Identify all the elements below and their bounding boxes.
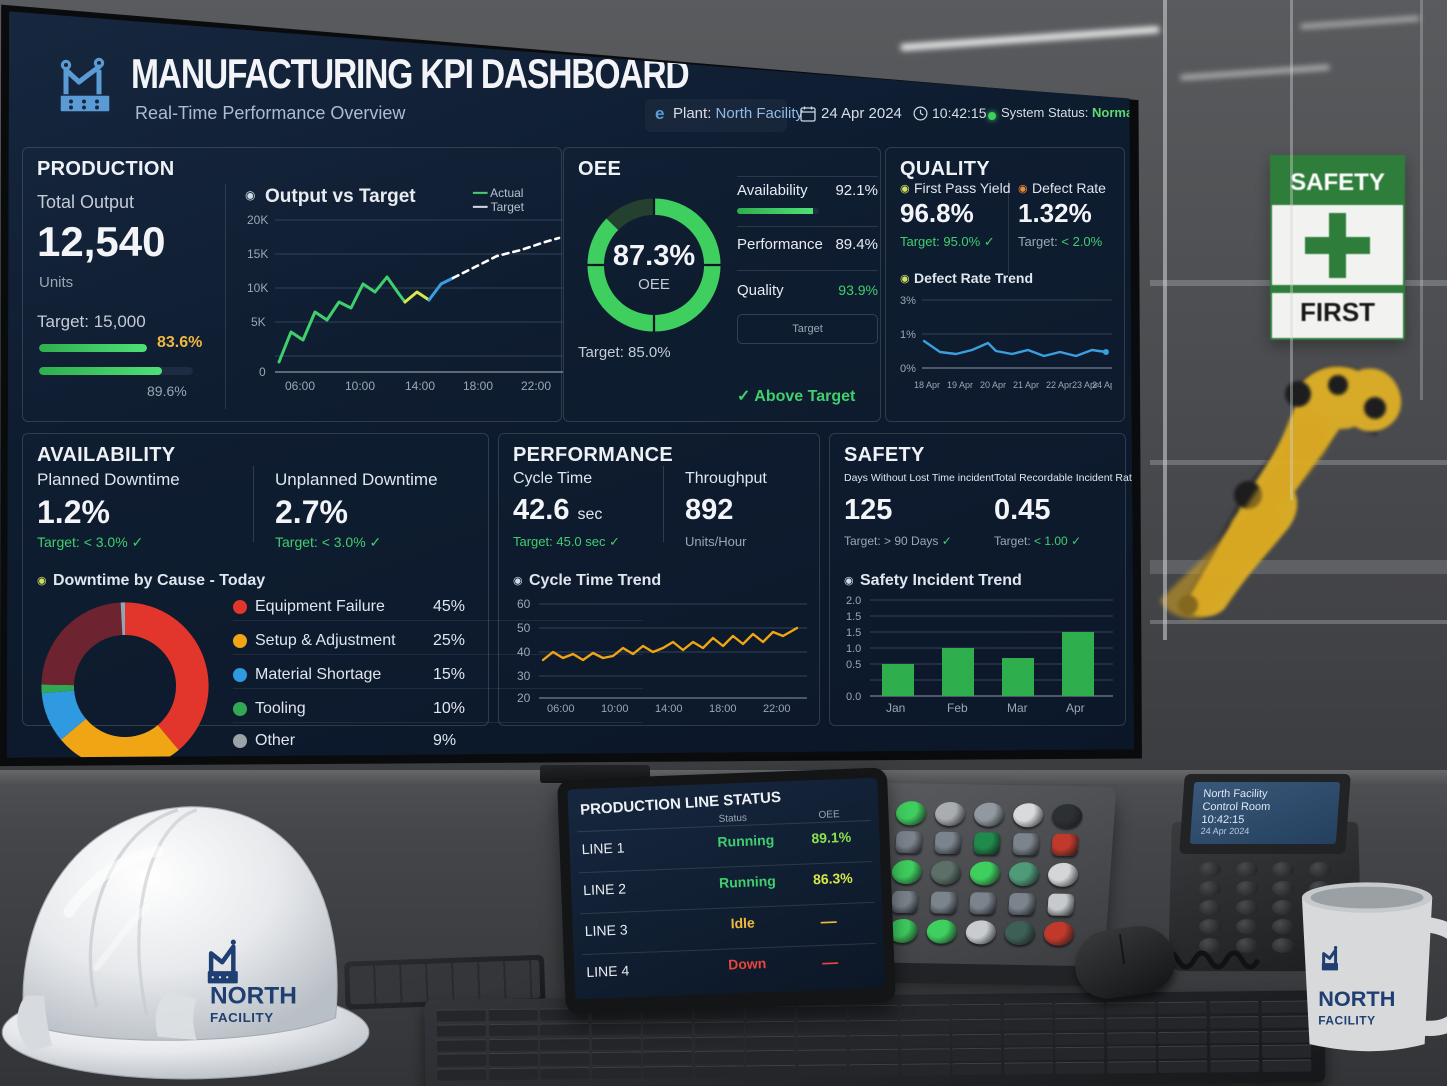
svg-text:18 Apr: 18 Apr bbox=[914, 380, 940, 390]
svg-text:FACILITY: FACILITY bbox=[210, 1010, 274, 1025]
svg-text:30: 30 bbox=[517, 669, 531, 683]
svg-text:22:00: 22:00 bbox=[521, 379, 551, 393]
svg-text:Apr: Apr bbox=[1066, 701, 1085, 715]
svg-text:1%: 1% bbox=[900, 329, 916, 341]
svg-text:Mar: Mar bbox=[1007, 701, 1028, 715]
svg-text:20 Apr: 20 Apr bbox=[980, 380, 1006, 390]
svg-text:14:00: 14:00 bbox=[405, 379, 435, 393]
svg-text:10:00: 10:00 bbox=[601, 703, 629, 715]
svg-text:14:00: 14:00 bbox=[655, 703, 683, 715]
svg-text:3%: 3% bbox=[900, 295, 916, 307]
svg-text:Jan: Jan bbox=[886, 701, 905, 715]
svg-text:18:00: 18:00 bbox=[709, 703, 737, 715]
svg-text:24 Apr: 24 Apr bbox=[1092, 380, 1112, 390]
svg-text:NORTH: NORTH bbox=[210, 982, 297, 1009]
svg-text:50: 50 bbox=[517, 621, 531, 635]
svg-text:06:00: 06:00 bbox=[547, 703, 575, 715]
svg-text:18:00: 18:00 bbox=[463, 379, 493, 393]
svg-text:NORTH: NORTH bbox=[1318, 986, 1395, 1011]
svg-text:20: 20 bbox=[517, 691, 531, 705]
svg-text:1.5: 1.5 bbox=[846, 611, 861, 623]
svg-text:15K: 15K bbox=[247, 247, 268, 261]
svg-text:60: 60 bbox=[517, 598, 531, 611]
svg-text:10:00: 10:00 bbox=[345, 379, 375, 393]
svg-text:21 Apr: 21 Apr bbox=[1013, 380, 1039, 390]
svg-text:0.5: 0.5 bbox=[846, 659, 861, 671]
svg-text:20K: 20K bbox=[247, 213, 268, 227]
svg-text:1.0: 1.0 bbox=[846, 643, 861, 655]
svg-text:Feb: Feb bbox=[947, 701, 968, 715]
svg-text:2.0: 2.0 bbox=[846, 596, 861, 607]
svg-text:FACILITY: FACILITY bbox=[1318, 1014, 1375, 1028]
svg-text:0.0: 0.0 bbox=[846, 691, 861, 703]
svg-text:40: 40 bbox=[517, 645, 531, 659]
svg-text:06:00: 06:00 bbox=[285, 379, 315, 393]
svg-text:22:00: 22:00 bbox=[763, 703, 791, 715]
svg-text:5K: 5K bbox=[251, 315, 266, 329]
svg-text:10K: 10K bbox=[247, 281, 268, 295]
svg-text:1.5: 1.5 bbox=[846, 627, 861, 639]
svg-text:19 Apr: 19 Apr bbox=[947, 380, 973, 390]
svg-text:0: 0 bbox=[259, 365, 266, 379]
svg-text:22 Apr: 22 Apr bbox=[1046, 380, 1072, 390]
svg-text:0%: 0% bbox=[900, 363, 916, 375]
